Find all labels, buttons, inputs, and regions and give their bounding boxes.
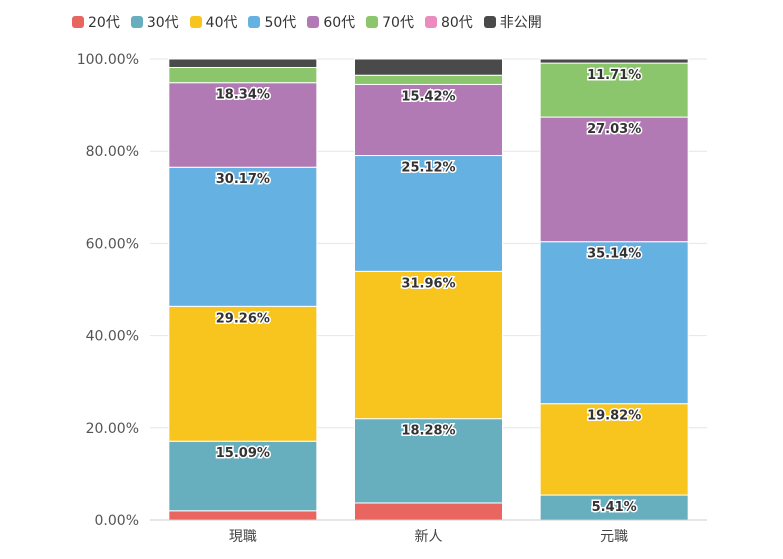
legend-swatch bbox=[189, 16, 202, 28]
legend: 20代 30代 40代 50代 60代 70代 80代 非公開 bbox=[72, 12, 542, 32]
legend-label: 40代 bbox=[205, 15, 238, 31]
data-label: 31.96% bbox=[401, 276, 455, 291]
legend-label: 70代 bbox=[382, 15, 414, 31]
bar-segment bbox=[168, 58, 318, 68]
y-tick-label: 60.00% bbox=[86, 236, 139, 252]
y-tick-label: 40.00% bbox=[86, 329, 139, 345]
x-tick-label: 新人 bbox=[415, 529, 443, 545]
legend-item[interactable]: 60代 bbox=[307, 12, 355, 32]
bar-segment bbox=[168, 305, 318, 442]
legend-swatch bbox=[130, 16, 143, 28]
x-tick-label: 現職 bbox=[229, 529, 257, 545]
legend-label: 20代 bbox=[88, 15, 120, 31]
bar-segment bbox=[168, 166, 318, 307]
legend-swatch bbox=[424, 16, 437, 28]
bar-segment bbox=[354, 155, 503, 272]
legend-item[interactable]: 80代 bbox=[424, 12, 473, 32]
data-label: 25.12% bbox=[401, 161, 455, 176]
legend-item[interactable]: 非公開 bbox=[483, 12, 542, 32]
legend-label: 非公開 bbox=[499, 15, 542, 31]
legend-swatch bbox=[72, 16, 84, 28]
data-label: 29.26% bbox=[216, 311, 270, 326]
bar-segment bbox=[539, 494, 689, 521]
data-label: 18.28% bbox=[401, 424, 455, 439]
bar-segment bbox=[354, 74, 503, 85]
legend-item[interactable]: 30代 bbox=[130, 12, 179, 32]
bar-segment bbox=[539, 241, 689, 405]
bar-segment bbox=[354, 58, 503, 76]
legend-swatch bbox=[248, 16, 261, 28]
bar-segment bbox=[354, 270, 503, 420]
legend-label: 50代 bbox=[264, 15, 297, 31]
x-tick-label: 元職 bbox=[600, 529, 628, 545]
legend-swatch bbox=[483, 16, 496, 28]
bar-segment bbox=[168, 82, 318, 168]
legend-item[interactable]: 20代 bbox=[72, 12, 120, 32]
legend-swatch bbox=[307, 16, 320, 28]
bar-segment bbox=[354, 418, 503, 504]
data-label: 19.82% bbox=[587, 409, 641, 424]
y-tick-label: 0.00% bbox=[95, 513, 139, 529]
data-label: 15.09% bbox=[216, 446, 270, 461]
legend-swatch bbox=[366, 16, 379, 28]
y-tick-label: 80.00% bbox=[86, 144, 139, 160]
legend-label: 80代 bbox=[440, 15, 473, 31]
data-label: 35.14% bbox=[587, 247, 641, 262]
data-label: 18.34% bbox=[216, 88, 270, 103]
bar-segment bbox=[168, 66, 318, 84]
legend-item[interactable]: 70代 bbox=[366, 12, 414, 32]
legend-item[interactable]: 50代 bbox=[248, 12, 296, 32]
bar-segment bbox=[539, 58, 689, 64]
data-label: 15.42% bbox=[401, 89, 455, 104]
legend-item[interactable]: 40代 bbox=[189, 12, 238, 32]
bar-segment bbox=[168, 510, 318, 521]
data-label: 27.03% bbox=[587, 122, 641, 137]
data-label: 11.71% bbox=[587, 68, 641, 83]
legend-label: 60代 bbox=[323, 15, 356, 31]
y-tick-label: 100.00% bbox=[77, 52, 139, 68]
y-tick-label: 20.00% bbox=[86, 421, 139, 437]
bar-segment bbox=[354, 83, 503, 157]
bar-segment bbox=[354, 502, 503, 521]
data-label: 5.41% bbox=[592, 500, 637, 515]
bar-segment bbox=[539, 116, 689, 243]
legend-label: 30代 bbox=[146, 15, 179, 31]
bar-segment bbox=[539, 403, 689, 496]
data-label: 30.17% bbox=[216, 172, 270, 187]
